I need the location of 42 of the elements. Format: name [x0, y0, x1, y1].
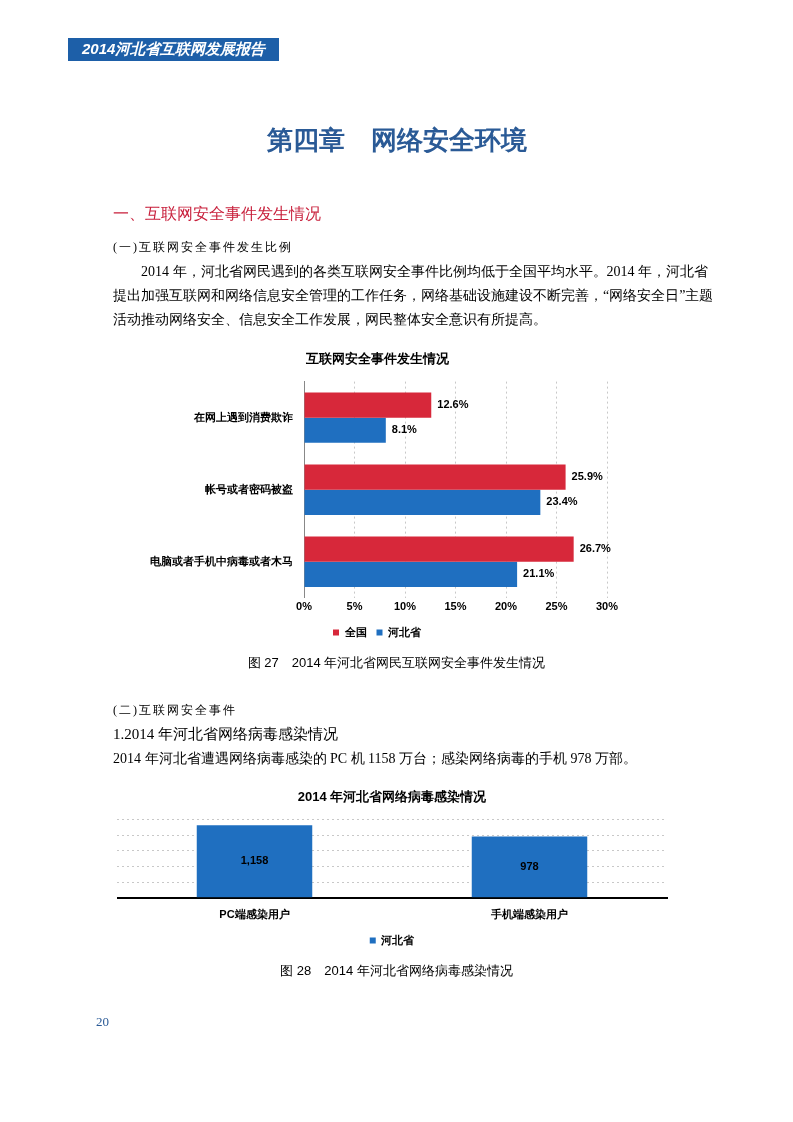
data-label: 978: [519, 859, 539, 872]
text: 2014 年河北省遭遇网络病毒感染的 PC 机 1158 万台；感染网络病毒的手机 978 万部。: [113, 751, 638, 766]
text: 2014河北省互联网发展报告: [82, 40, 266, 57]
text: (二)互联网安全事件: [113, 703, 237, 717]
data-label: 25.9%: [571, 470, 603, 483]
text: 图 28 2014 年河北省网络病毒感染情况: [279, 962, 514, 980]
y-tick-label: 帐号或者密码被盗: [204, 482, 293, 495]
text: 20: [96, 1014, 110, 1030]
x-tick-label: 30%: [595, 600, 618, 613]
chart-title: 互联网安全事件发生情况: [304, 351, 449, 367]
data-label: 12.6%: [436, 398, 469, 411]
bar: [304, 417, 386, 443]
bar: [304, 464, 566, 490]
legend-label: 全国: [343, 625, 366, 638]
data-label: 8.1%: [391, 423, 417, 436]
text: 第四章 网络安全环境: [266, 126, 527, 155]
legend-label: 河北省: [379, 933, 415, 946]
bar: [304, 536, 574, 562]
bar: [304, 561, 517, 587]
data-label: 23.4%: [545, 495, 578, 508]
legend-label: 河北省: [386, 625, 422, 638]
x-tick-label: 0%: [295, 600, 312, 613]
bar: [304, 392, 431, 418]
data-label: 1,158: [240, 854, 268, 867]
data-label: 21.1%: [522, 567, 555, 580]
x-tick-label: 手机端感染用户: [489, 908, 568, 921]
text: 一、互联网安全事件发生情况: [113, 205, 321, 222]
x-tick-label: 25%: [544, 600, 568, 613]
data-label: 26.7%: [579, 542, 611, 555]
x-tick-label: 15%: [443, 600, 467, 613]
chart-title: 2014 年河北省网络病毒感染情况: [297, 789, 487, 805]
y-tick-label: 电脑或者手机中病毒或者木马: [149, 554, 293, 567]
x-tick-label: 10%: [393, 600, 416, 613]
bar: [304, 489, 540, 515]
text: (一)互联网安全事件发生比例: [113, 240, 293, 254]
text: 图 27 2014 年河北省网民互联网安全事件发生情况: [246, 654, 547, 672]
text: 2014 年，河北省网民遇到的各类互联网安全事件比例均低于全国平均水平。2014 年，河北省提出加强互联网和网络信息安全管理的工作任务，网络基础设施建设不断完善，“网络安全日”主题活动推动网络安全、信息安全工作发展，网民整体安全意识有所提高。: [113, 264, 714, 327]
x-tick-label: PC端感染用户: [218, 908, 290, 921]
x-tick-label: 5%: [346, 600, 363, 613]
text: 1.2014 年河北省网络病毒感染情况: [113, 726, 338, 742]
y-tick-label: 在网上遇到消费欺诈: [192, 410, 293, 423]
x-tick-label: 20%: [494, 600, 517, 613]
